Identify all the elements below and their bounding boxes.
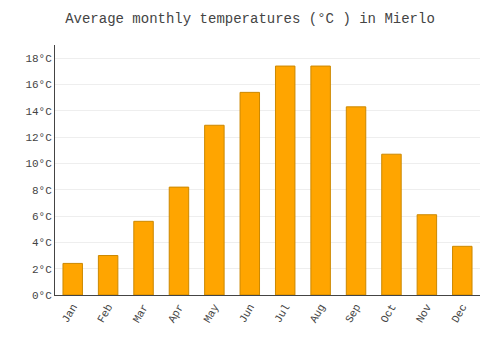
- svg-text:Average monthly temperatures (: Average monthly temperatures (°C ) in Mi…: [65, 11, 435, 27]
- svg-text:Jun: Jun: [237, 302, 257, 325]
- svg-text:14°C: 14°C: [25, 106, 52, 118]
- svg-text:Sep: Sep: [343, 302, 363, 325]
- svg-text:Feb: Feb: [95, 302, 115, 325]
- svg-text:Aug: Aug: [308, 302, 328, 325]
- svg-text:18°C: 18°C: [25, 53, 52, 65]
- svg-text:May: May: [201, 302, 221, 325]
- svg-text:0°C: 0°C: [32, 290, 52, 302]
- svg-text:Mar: Mar: [131, 302, 151, 325]
- svg-text:8°C: 8°C: [32, 185, 52, 197]
- svg-text:2°C: 2°C: [32, 264, 52, 276]
- svg-text:4°C: 4°C: [32, 237, 52, 249]
- svg-text:6°C: 6°C: [32, 211, 52, 223]
- svg-text:16°C: 16°C: [25, 79, 52, 91]
- svg-text:Oct: Oct: [379, 302, 399, 325]
- svg-text:Jan: Jan: [60, 302, 80, 325]
- svg-text:Jul: Jul: [272, 302, 292, 325]
- svg-text:10°C: 10°C: [25, 158, 52, 170]
- svg-text:Nov: Nov: [414, 302, 434, 325]
- svg-text:Dec: Dec: [449, 302, 469, 325]
- svg-text:12°C: 12°C: [25, 132, 52, 144]
- svg-text:Apr: Apr: [166, 302, 186, 325]
